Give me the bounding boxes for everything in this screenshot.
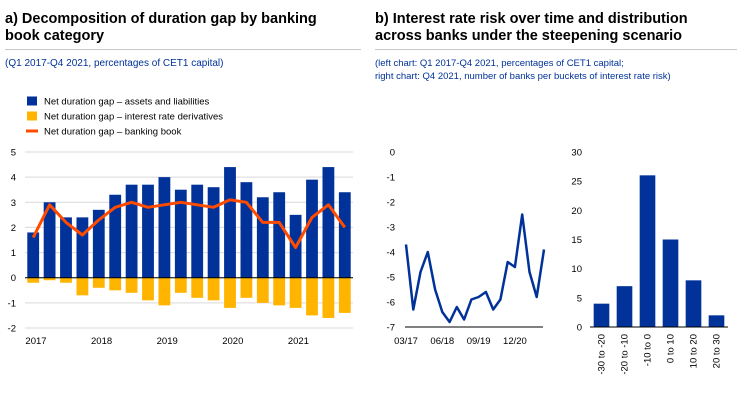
- bar-interest-rate-derivatives: [76, 277, 89, 296]
- bar-bank-count: [616, 286, 633, 327]
- bar-interest-rate-derivatives: [125, 277, 138, 293]
- x-tick-label: 2018: [91, 336, 112, 347]
- bar-assets-liabilities: [27, 232, 40, 278]
- x-tick-label: 03/17: [394, 336, 418, 347]
- bar-interest-rate-derivatives: [27, 277, 40, 283]
- bar-interest-rate-derivatives: [322, 277, 335, 318]
- bar-interest-rate-derivatives: [158, 277, 171, 306]
- bar-assets-liabilities: [60, 217, 72, 278]
- line-banking-book: [31, 198, 347, 249]
- bar-assets-liabilities: [191, 184, 204, 278]
- bar-interest-rate-derivatives: [306, 277, 318, 316]
- y-tick-label: 0: [11, 273, 16, 284]
- bar-bank-count: [639, 175, 656, 327]
- legend-swatch: [27, 111, 37, 121]
- bar-bank-count: [662, 239, 679, 327]
- y-tick-label: 20: [571, 206, 582, 217]
- bar-interest-rate-derivatives: [174, 277, 187, 293]
- bar-interest-rate-derivatives: [273, 277, 286, 306]
- bar-assets-liabilities: [240, 182, 253, 278]
- bar-interest-rate-derivatives: [92, 277, 105, 288]
- line-interest-rate-risk: [404, 213, 546, 324]
- bar-assets-liabilities: [207, 187, 220, 278]
- bar-assets-liabilities: [125, 184, 138, 278]
- y-tick-label: -2: [387, 198, 395, 209]
- bar-interest-rate-derivatives: [224, 277, 236, 308]
- bar-interest-rate-derivatives: [191, 277, 204, 298]
- bar-interest-rate-derivatives: [43, 277, 56, 281]
- bar-interest-rate-derivatives: [289, 277, 302, 308]
- y-tick-label: -2: [8, 324, 16, 335]
- panel-a-title: a) Decomposition of duration gap by bank…: [5, 11, 317, 44]
- bar-assets-liabilities: [306, 179, 318, 278]
- y-tick-label: 0: [390, 148, 395, 159]
- y-tick-label: 1: [11, 248, 16, 259]
- y-tick-label: 0: [577, 323, 582, 334]
- bar-assets-liabilities: [273, 192, 286, 278]
- bar-interest-rate-derivatives: [142, 277, 154, 301]
- bar-interest-rate-derivatives: [60, 277, 72, 283]
- bar-bank-count: [685, 280, 702, 327]
- bar-assets-liabilities: [76, 217, 89, 278]
- bar-assets-liabilities: [43, 202, 56, 278]
- y-tick-label: -4: [387, 248, 395, 259]
- bar-assets-liabilities: [338, 192, 351, 278]
- legend-label: Net duration gap – assets and liabilitie…: [44, 97, 210, 108]
- legend-swatch: [27, 96, 37, 106]
- x-tick-label: 20 to 30: [712, 334, 723, 368]
- y-tick-label: 10: [571, 264, 582, 275]
- x-tick-label: 2020: [222, 336, 243, 347]
- bar-interest-rate-derivatives: [240, 277, 253, 298]
- y-tick-label: 30: [571, 148, 582, 159]
- bar-interest-rate-derivatives: [207, 277, 220, 301]
- bar-assets-liabilities: [174, 189, 187, 278]
- x-tick-label: 09/19: [467, 336, 491, 347]
- y-tick-label: -1: [387, 173, 395, 184]
- bar-bank-count: [708, 315, 725, 327]
- x-tick-label: 06/18: [430, 336, 454, 347]
- bar-assets-liabilities: [322, 167, 335, 278]
- x-tick-label: 2017: [25, 336, 46, 347]
- y-tick-label: 25: [571, 177, 582, 188]
- bar-interest-rate-derivatives: [256, 277, 269, 303]
- panel-b-title-rule: [375, 49, 737, 50]
- y-tick-label: 2: [11, 223, 16, 234]
- y-tick-label: -7: [387, 323, 395, 334]
- bar-interest-rate-derivatives: [338, 277, 351, 313]
- x-tick-label: 0 to 10: [666, 334, 677, 363]
- y-tick-label: 3: [11, 198, 16, 209]
- bar-assets-liabilities: [142, 184, 154, 278]
- y-tick-label: 5: [577, 293, 582, 304]
- x-tick-label: 10 to 20: [689, 334, 700, 368]
- y-tick-label: -6: [387, 298, 395, 309]
- x-tick-label: 2021: [288, 336, 309, 347]
- bar-interest-rate-derivatives: [109, 277, 122, 291]
- bar-assets-liabilities: [224, 167, 236, 278]
- bar-assets-liabilities: [92, 209, 105, 278]
- y-tick-label: -3: [387, 223, 395, 234]
- x-tick-label: 12/20: [503, 336, 527, 347]
- panel-a-subtitle: (Q1 2017-Q4 2021, percentages of CET1 ca…: [5, 58, 224, 69]
- bar-assets-liabilities: [256, 197, 269, 278]
- legend-label: Net duration gap – banking book: [44, 127, 182, 138]
- bar-assets-liabilities: [109, 194, 122, 278]
- y-tick-label: 5: [11, 148, 16, 159]
- x-tick-label: -30 to -20: [597, 334, 608, 375]
- bar-assets-liabilities: [158, 177, 171, 278]
- x-tick-label: -10 to 0: [643, 334, 654, 366]
- panel-b-title: b) Interest rate risk over time and dist…: [375, 11, 688, 44]
- panel-a-title-rule: [5, 49, 361, 50]
- legend-label: Net duration gap – interest rate derivat…: [44, 112, 223, 123]
- y-tick-label: 15: [571, 235, 582, 246]
- x-tick-label: -20 to -10: [620, 334, 631, 375]
- y-tick-label: 4: [11, 173, 16, 184]
- y-tick-label: -5: [387, 273, 395, 284]
- panel-b-subtitle-line1: (left chart: Q1 2017-Q4 2021, percentage…: [375, 58, 624, 69]
- y-tick-label: -1: [8, 298, 16, 309]
- panel-b-subtitle-line2: right chart: Q4 2021, number of banks pe…: [375, 71, 671, 82]
- x-tick-label: 2019: [157, 336, 178, 347]
- bar-bank-count: [593, 303, 610, 327]
